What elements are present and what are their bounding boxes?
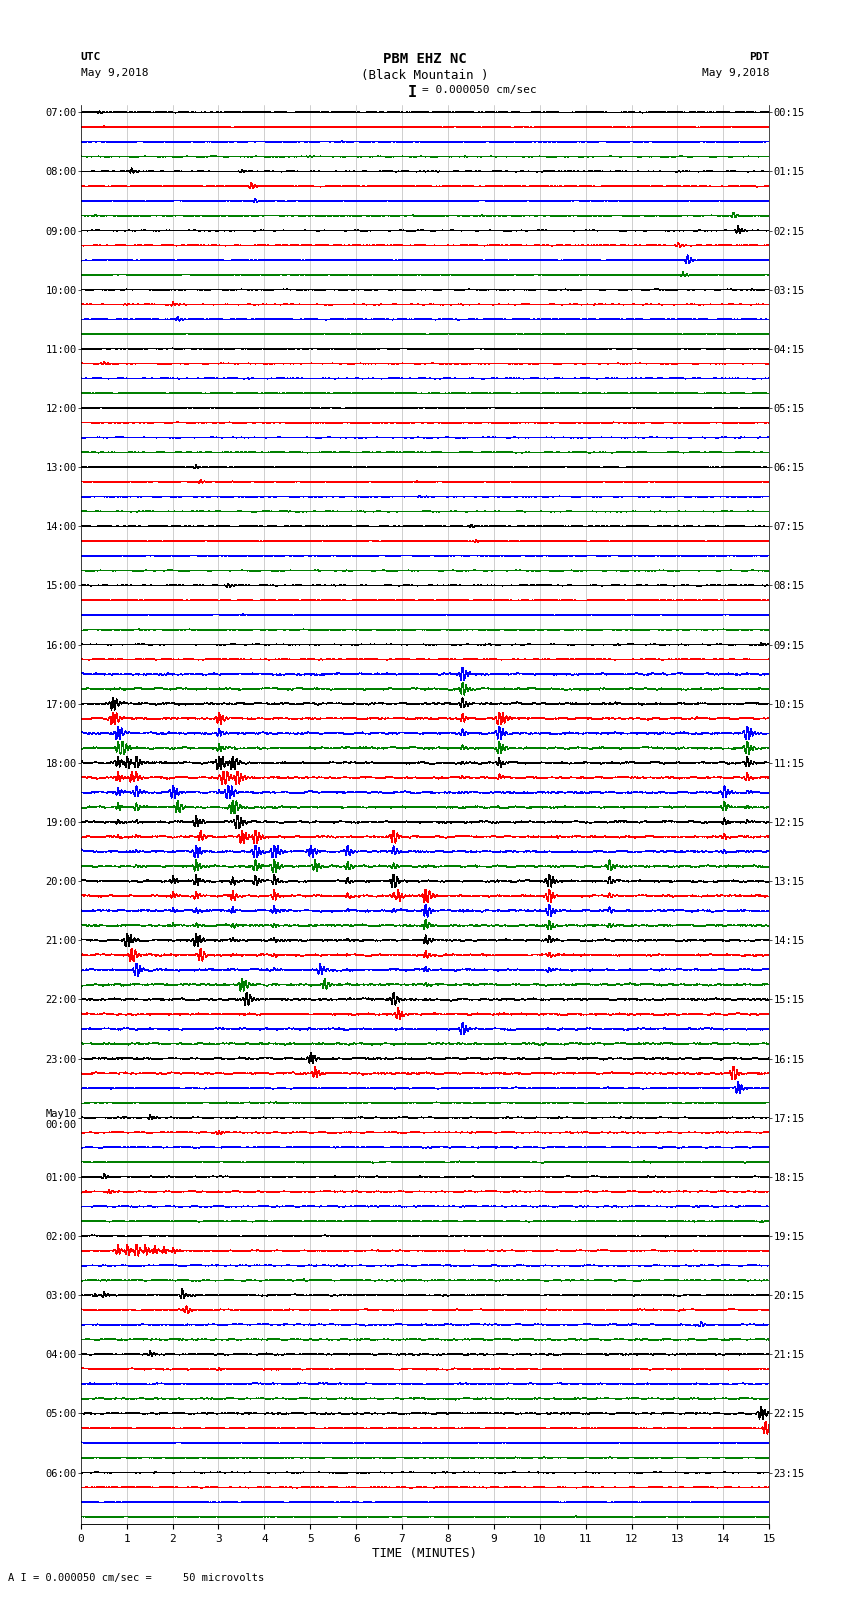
X-axis label: TIME (MINUTES): TIME (MINUTES) [372,1547,478,1560]
Text: May 9,2018: May 9,2018 [81,68,148,77]
Text: A I = 0.000050 cm/sec =     50 microvolts: A I = 0.000050 cm/sec = 50 microvolts [8,1573,264,1582]
Text: (Black Mountain ): (Black Mountain ) [361,69,489,82]
Text: PDT: PDT [749,52,769,61]
Text: May 9,2018: May 9,2018 [702,68,769,77]
Text: I: I [408,85,416,100]
Text: = 0.000050 cm/sec: = 0.000050 cm/sec [422,85,537,95]
Text: PBM EHZ NC: PBM EHZ NC [383,52,467,66]
Text: UTC: UTC [81,52,101,61]
